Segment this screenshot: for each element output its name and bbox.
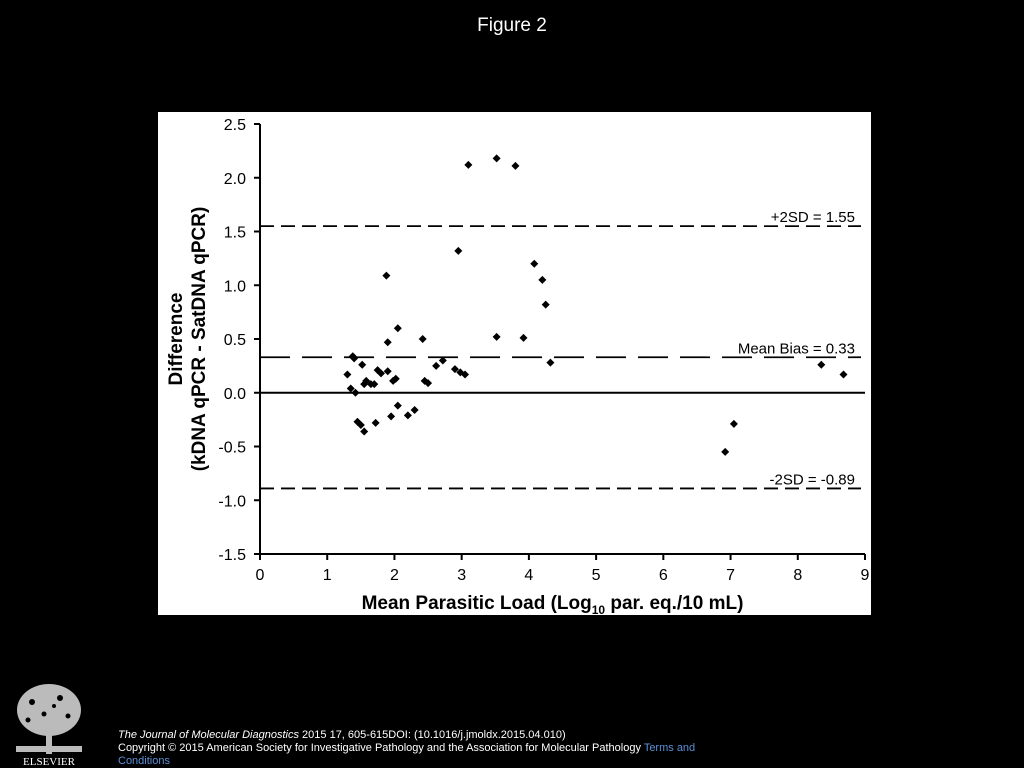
reference-line-label: Mean Bias = 0.33 (738, 340, 855, 357)
y-tick-label: 2.5 (224, 117, 246, 134)
x-axis-title-subscript: 10 (592, 603, 606, 615)
data-point (391, 374, 400, 383)
data-point (360, 380, 369, 389)
data-point (817, 360, 826, 369)
reference-label-bg (705, 338, 853, 357)
y-tick-label: 0.5 (224, 332, 246, 349)
data-point (403, 411, 412, 420)
reference-label-bg (739, 469, 853, 488)
data-point (360, 427, 369, 436)
data-point (546, 358, 555, 367)
reference-label-bg (748, 207, 853, 226)
y-axis-title-line1: Difference (166, 293, 187, 386)
data-point (511, 161, 520, 170)
data-point (350, 354, 359, 363)
x-tick-label: 9 (861, 567, 870, 584)
data-point (377, 369, 385, 378)
data-point (519, 333, 528, 342)
data-point (432, 361, 441, 370)
x-tick-label: 2 (390, 567, 399, 584)
data-point (383, 338, 392, 347)
x-axis-title-rest: par. eq./10 mL) (605, 593, 743, 614)
y-tick-label: 2.0 (224, 171, 246, 188)
data-point (839, 370, 848, 379)
footer: The Journal of Molecular Diagnostics 201… (118, 729, 698, 768)
data-point (541, 300, 550, 309)
data-point (538, 275, 547, 284)
y-axis-title-line2: (kDNA qPCR - SatDNA qPCR) (189, 207, 210, 472)
reference-line-label: +2SD = 1.55 (771, 209, 855, 226)
data-point (346, 384, 355, 393)
x-tick-label: 8 (793, 567, 802, 584)
data-point (461, 370, 470, 379)
data-point (393, 401, 402, 410)
x-tick-label: 1 (323, 567, 332, 584)
data-point (438, 356, 447, 365)
data-point (383, 367, 392, 376)
data-point (393, 324, 402, 333)
data-point (371, 418, 380, 427)
x-tick-label: 5 (592, 567, 601, 584)
data-point (410, 405, 419, 414)
journal-name: The Journal of Molecular Diagnostics (118, 729, 299, 741)
data-point (382, 271, 391, 280)
data-point (450, 365, 459, 374)
terms-link[interactable]: Terms and Conditions (118, 742, 696, 767)
data-point (454, 246, 463, 255)
x-tick-label: 7 (726, 567, 735, 584)
data-point (464, 160, 473, 169)
bland-altman-chart: 2.5 2.0 1.5 1.0 0.5 0.0 -0.5 -1.0 -1.5 0 1 2 3 4 5 6 7 8 9… (166, 117, 870, 615)
data-point (387, 412, 396, 421)
logo-wordmark: ELSEVIER (23, 756, 76, 768)
data-point (358, 360, 367, 369)
x-axis-title: Mean Parasitic Load (Log10 par. eq./10 m… (362, 593, 744, 615)
y-tick-label: 1.5 (224, 225, 246, 242)
citation-text: 2015 17, 605-615DOI: (10.1016/j.jmoldx.2… (302, 729, 566, 741)
x-tick-label: 3 (457, 567, 466, 584)
data-point (721, 447, 730, 456)
x-tick-label: 0 (256, 567, 265, 584)
data-point (418, 335, 427, 343)
y-tick-label: -1.0 (218, 493, 246, 510)
data-point (729, 419, 738, 428)
y-tick-label: -1.5 (218, 547, 246, 564)
reference-line-label: -2SD = -0.89 (770, 471, 855, 488)
x-axis-title-main: Mean Parasitic Load (Log (362, 593, 592, 614)
data-point (370, 380, 379, 389)
x-tick-label: 6 (659, 567, 668, 584)
copyright-line: Copyright © 2015 American Society for In… (118, 742, 698, 768)
y-tick-label: -0.5 (218, 440, 246, 457)
data-point (351, 388, 360, 397)
y-tick-label: 1.0 (224, 278, 246, 295)
data-point (343, 370, 352, 379)
figure-title: Figure 2 (477, 15, 547, 36)
data-point (492, 332, 501, 341)
copyright-text: Copyright © 2015 American Society for In… (118, 742, 641, 754)
data-point (492, 154, 501, 163)
data-point (356, 421, 365, 429)
data-point (530, 259, 539, 268)
citation-line: The Journal of Molecular Diagnostics 201… (118, 729, 698, 742)
data-point (424, 379, 433, 388)
y-tick-label: 0.0 (224, 386, 246, 403)
elsevier-logo: ELSEVIER (8, 680, 90, 768)
x-tick-label: 4 (524, 567, 533, 584)
chart-panel: 2.5 2.0 1.5 1.0 0.5 0.0 -0.5 -1.0 -1.5 0 1 2 3 4 5 6 7 8 9… (158, 112, 871, 615)
